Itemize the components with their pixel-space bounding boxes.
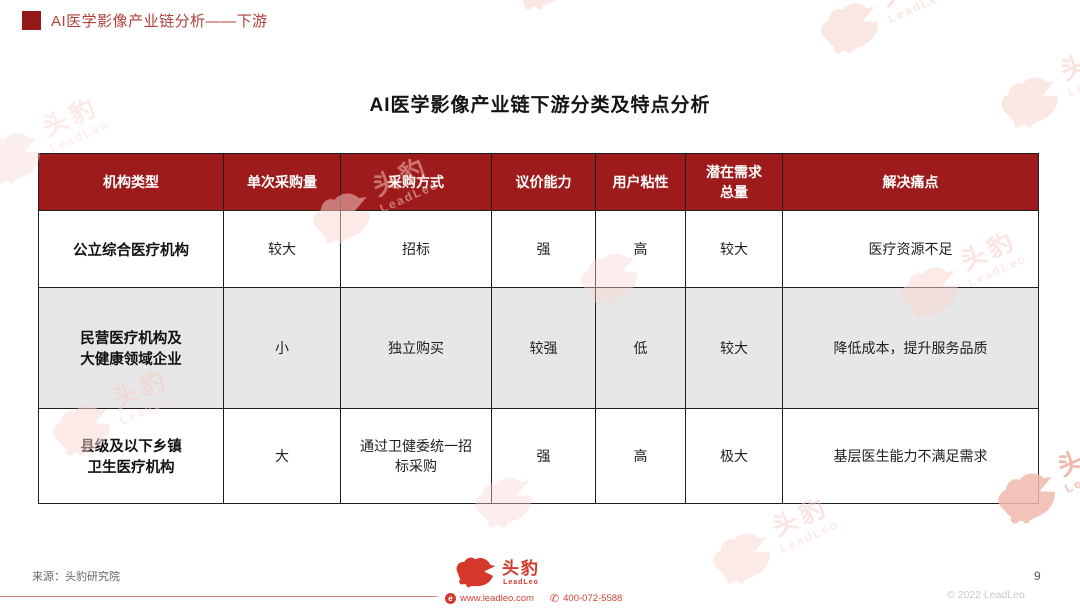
watermark-en: LeadLeo — [777, 516, 842, 556]
column-header: 机构类型 — [38, 153, 224, 211]
phone-item: ✆ 400-072-5588 — [550, 592, 622, 605]
column-header: 潜在需求 总量 — [685, 153, 783, 211]
footer-divider — [0, 596, 437, 597]
table-cell: 招标 — [340, 210, 492, 288]
table-cell: 大 — [223, 408, 341, 504]
table-cell: 较大 — [685, 287, 783, 409]
source-note: 来源：头豹研究院 — [32, 571, 120, 583]
table-cell: 小 — [223, 287, 341, 409]
table-cell: 极大 — [685, 408, 783, 504]
watermark-cn: 头豹 — [1056, 37, 1080, 87]
section-title: AI医学影像产业链分析——下游 — [51, 13, 268, 30]
logo-name-cn: 头豹 — [502, 559, 540, 579]
table-cell: 较强 — [491, 287, 596, 409]
table-row: 公立综合医疗机构 较大 招标 强 高 较大 医疗资源不足 — [38, 210, 1039, 288]
table-row: 县级及以下乡镇 卫生医疗机构 大 通过卫健委统一招 标采购 强 高 极大 基层医… — [38, 408, 1039, 504]
website-icon: e — [445, 593, 456, 604]
section-marker-square — [22, 11, 41, 30]
table-cell: 公立综合医疗机构 — [38, 210, 224, 288]
website-url: www.leadleo.com — [460, 593, 534, 604]
table-cell: 强 — [491, 210, 596, 288]
table-cell: 高 — [595, 210, 686, 288]
column-header: 议价能力 — [491, 153, 596, 211]
column-header: 用户粘性 — [595, 153, 686, 211]
table-cell: 高 — [595, 408, 686, 504]
table-cell: 降低成本，提升服务品质 — [782, 287, 1039, 409]
page-title: AI医学影像产业链下游分类及特点分析 — [369, 95, 711, 116]
downstream-analysis-table: 机构类型 单次采购量 采购方式 议价能力 用户粘性 潜在需求 总量 解决痛点 公… — [38, 153, 1039, 504]
table-cell: 民营医疗机构及 大健康领域企业 — [38, 287, 224, 409]
logo-name-en: LeadLeo — [503, 578, 539, 586]
watermark-en: LeadLeo — [47, 116, 112, 156]
table-cell: 通过卫健委统一招 标采购 — [340, 408, 492, 504]
table-cell: 强 — [491, 408, 596, 504]
watermark-cn: 头豹 — [1053, 433, 1080, 483]
table-cell: 医疗资源不足 — [782, 210, 1039, 288]
table-cell: 较大 — [223, 210, 341, 288]
table-cell: 基层医生能力不满足需求 — [782, 408, 1039, 504]
column-header: 单次采购量 — [223, 153, 341, 211]
copyright-text: © 2022 LeadLeo — [947, 589, 1025, 601]
leopard-logo-icon — [498, 0, 581, 24]
leadleo-logo: 头豹 LeadLeo — [452, 555, 540, 591]
table-row: 民营医疗机构及 大健康领域企业 小 独立购买 较强 低 较大 降低成本，提升服务… — [38, 287, 1039, 409]
phone-number: 400-072-5588 — [563, 593, 623, 604]
table-cell: 较大 — [685, 210, 783, 288]
slide-header: AI医学影像产业链分析——下游 — [22, 10, 268, 31]
leopard-logo-icon — [452, 555, 496, 591]
page-number: 9 — [1034, 569, 1041, 583]
watermark-cn: 头豹 — [877, 0, 941, 12]
column-header: 采购方式 — [340, 153, 492, 211]
table-cell: 低 — [595, 287, 686, 409]
table-cell: 县级及以下乡镇 卫生医疗机构 — [38, 408, 224, 504]
watermark-en: LeadLeo — [1062, 456, 1080, 496]
website-item: e www.leadleo.com — [445, 593, 534, 604]
leopard-logo-icon — [808, 0, 891, 68]
watermark-en: LeadLeo — [885, 0, 950, 26]
column-header: 解决痛点 — [782, 153, 1039, 211]
phone-icon: ✆ — [549, 593, 560, 605]
leopard-logo-icon — [700, 521, 783, 598]
table-header-row: 机构类型 单次采购量 采购方式 议价能力 用户粘性 潜在需求 总量 解决痛点 — [38, 153, 1039, 211]
table-cell: 独立购买 — [340, 287, 492, 409]
contact-bar: e www.leadleo.com ✆ 400-072-5588 — [445, 592, 622, 605]
